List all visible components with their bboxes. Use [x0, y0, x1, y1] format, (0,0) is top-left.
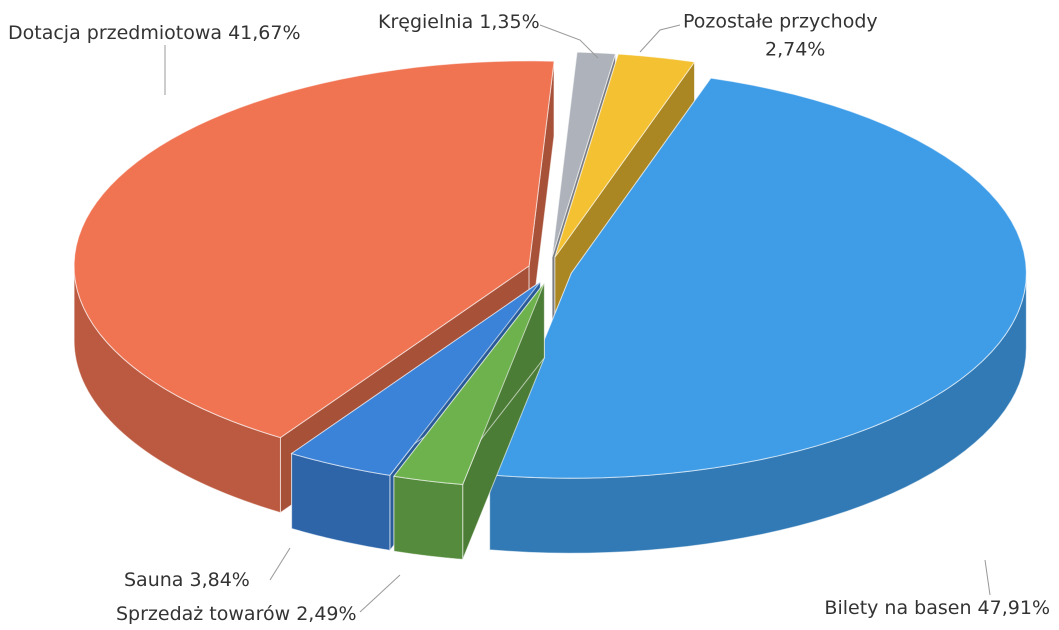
slice-value: 1,35% [479, 11, 539, 33]
slice-value: 41,67% [228, 22, 300, 44]
leader-line [984, 559, 991, 596]
slice-name: Sauna [124, 569, 183, 591]
slice-top [551, 51, 617, 258]
slice-value: 2,74% [765, 39, 825, 61]
slice-top [393, 282, 545, 485]
leader-line [269, 547, 291, 581]
slice-top [554, 53, 696, 258]
slice-top [290, 281, 541, 476]
slice-label: Kręgielnia 1,35% [378, 11, 540, 33]
slice-label: Dotacja przedmiotowa 41,67% [8, 22, 301, 44]
leader-line [539, 24, 599, 59]
leader-line [639, 24, 681, 53]
pie [73, 51, 1027, 560]
slice-value: 2,49% [296, 603, 356, 625]
slice-label: Pozostałe przychody [683, 11, 878, 33]
slice-label: Bilety na basen 47,91% [824, 597, 1050, 619]
slice-label: Sprzedaż towarów 2,49% [116, 603, 357, 625]
slice-top [488, 77, 1027, 479]
slice-value: 3,84% [189, 569, 249, 591]
leaders [164, 24, 991, 613]
slice-name: Dotacja przedmiotowa [8, 22, 222, 44]
slice-top [73, 60, 555, 439]
slice-value: 47,91% [978, 597, 1050, 619]
slice-label: Sauna 3,84% [124, 569, 250, 591]
leader-line [359, 574, 401, 613]
slice-side [393, 475, 464, 560]
slice-name: Kręgielnia [378, 11, 473, 33]
slice-name: Bilety na basen [824, 597, 971, 619]
slice-name: Sprzedaż towarów [116, 603, 290, 625]
